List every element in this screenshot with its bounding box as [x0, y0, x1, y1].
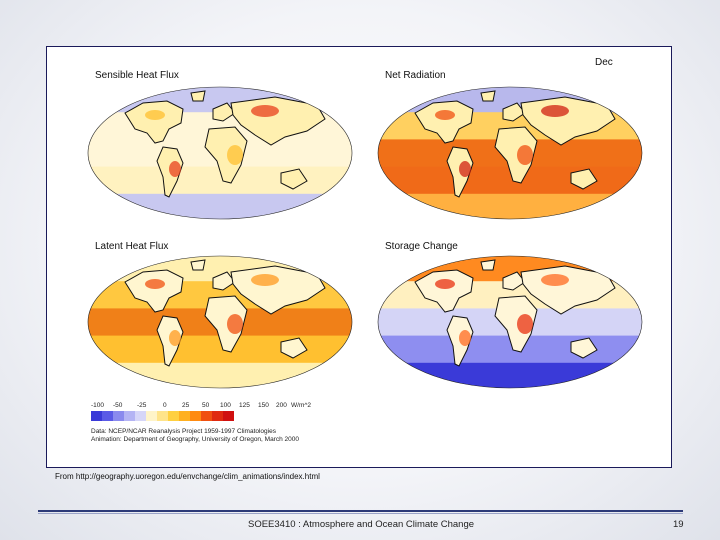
legend-swatch: [212, 411, 223, 421]
continent-outline: [494, 126, 538, 184]
continent-outline: [190, 90, 206, 102]
month-label: Dec: [595, 57, 613, 68]
map-title-storage-change: Storage Change: [385, 241, 458, 252]
legend-swatch: [179, 411, 190, 421]
continent-outline: [124, 100, 184, 144]
sensible-heat-flux-map: [87, 86, 353, 220]
legend-tick: 125: [239, 402, 250, 409]
continent-outline: [204, 126, 248, 184]
map-title-sensible-heat-flux: Sensible Heat Flux: [95, 70, 179, 81]
continent-outline: [190, 259, 206, 271]
legend-swatch: [102, 411, 113, 421]
legend-units: W/m^2: [291, 402, 312, 409]
map-title-latent-heat-flux: Latent Heat Flux: [95, 241, 169, 252]
legend-swatch: [124, 411, 135, 421]
legend-tick: 200: [276, 402, 287, 409]
continent-outline: [280, 337, 308, 359]
latent-heat-flux-map: [87, 255, 353, 389]
continent-outline: [280, 168, 308, 190]
map-title-net-radiation: Net Radiation: [385, 70, 446, 81]
legend-swatch: [223, 411, 234, 421]
legend-swatch: [168, 411, 179, 421]
source-url-note: From http://geography.uoregon.edu/envcha…: [55, 472, 320, 481]
legend-tick: 100: [220, 402, 231, 409]
legend-swatch: [113, 411, 124, 421]
legend-swatch: [91, 411, 102, 421]
continent-outline: [124, 269, 184, 313]
continent-outline: [570, 337, 598, 359]
slide-number: 19: [673, 519, 684, 530]
continent-outline: [212, 102, 236, 122]
footer-divider: [38, 510, 683, 514]
continent-outline: [502, 271, 526, 291]
continent-outline: [414, 100, 474, 144]
continent-outline: [414, 269, 474, 313]
continent-outline: [480, 259, 496, 271]
data-credit: Data: NCEP/NCAR Reanalysis Project 1959-…: [91, 428, 276, 435]
legend-tick: 50: [202, 402, 210, 409]
storage-change-map: [377, 255, 643, 389]
continent-outline: [480, 90, 496, 102]
legend-tick: 150: [258, 402, 269, 409]
legend-tick: -100: [91, 402, 105, 409]
legend-swatch: [190, 411, 201, 421]
legend-tick: 25: [182, 402, 190, 409]
legend-swatch: [135, 411, 146, 421]
legend-tick: 0: [163, 402, 167, 409]
continent-outline: [502, 102, 526, 122]
animation-credit: Animation: Department of Geography, Univ…: [91, 436, 299, 443]
footer-course-title: SOEE3410 : Atmosphere and Ocean Climate …: [248, 519, 475, 530]
legend-swatch: [201, 411, 212, 421]
continent-outline: [212, 271, 236, 291]
color-legend-bar: [91, 411, 234, 421]
continent-outline: [204, 295, 248, 353]
continent-outline: [570, 168, 598, 190]
climate-maps-figure: Dec Sensible Heat Flux Net Radiation Lat…: [46, 46, 672, 481]
net-radiation-map: [377, 86, 643, 220]
legend-swatch: [157, 411, 168, 421]
legend-tick: -25: [137, 402, 147, 409]
legend-swatch: [146, 411, 157, 421]
continent-outline: [494, 295, 538, 353]
legend-tick: -50: [113, 402, 123, 409]
